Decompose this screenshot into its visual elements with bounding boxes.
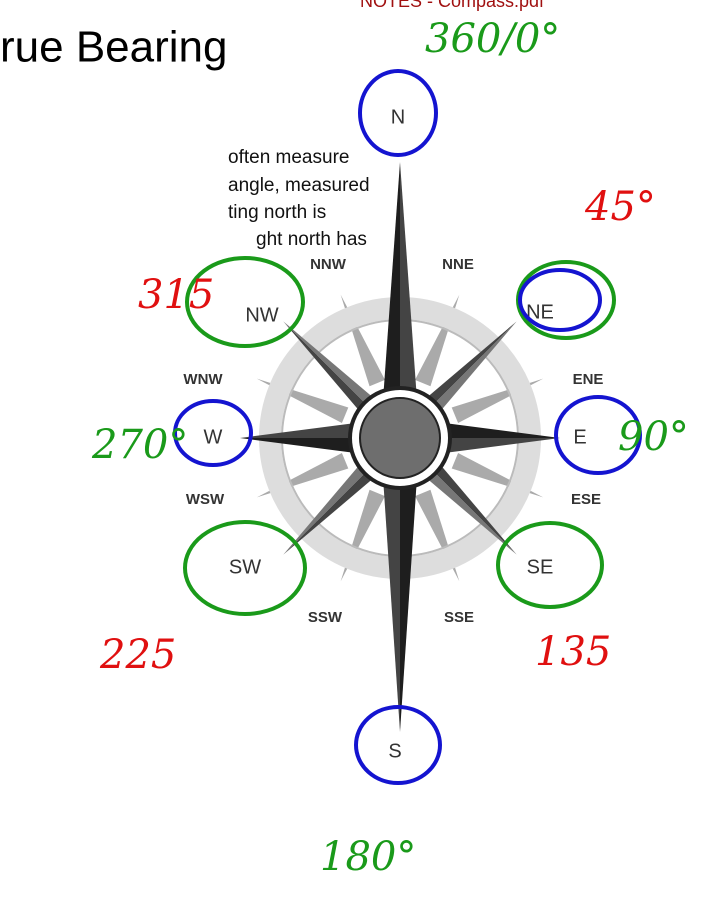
direction-label: WSW [186, 491, 225, 508]
annotation: 135 [535, 629, 611, 675]
annotation: 270° [91, 422, 188, 468]
direction-label: WNW [183, 371, 223, 388]
direction-label: N [391, 106, 405, 128]
paragraph-line: ght north has [256, 229, 367, 250]
paragraph-line: often measure [228, 147, 349, 168]
direction-label: NW [245, 304, 278, 326]
paragraph: often measure angle, measured ting north… [228, 147, 370, 250]
annotation: 360/0° [425, 16, 560, 62]
direction-label: SSW [308, 609, 343, 626]
paragraph-line: angle, measured [228, 175, 370, 196]
annotation: 90° [618, 414, 689, 460]
direction-label: SW [229, 556, 261, 578]
annotation: 180° [320, 834, 416, 880]
direction-label: W [204, 426, 223, 448]
direction-label: NNE [442, 256, 474, 273]
hub [360, 398, 440, 478]
annotation: 225 [99, 632, 176, 678]
annotation: 45° [584, 184, 656, 230]
direction-label: SE [527, 556, 554, 578]
direction-label: SSE [444, 609, 474, 626]
direction-label: E [573, 426, 586, 448]
file-label: NOTES - Compass.pdf [360, 0, 545, 11]
annotation: 315 [138, 272, 214, 318]
title: rue Bearing [0, 23, 227, 72]
hand-circle [520, 270, 600, 330]
direction-label: NNW [310, 256, 347, 273]
page: rue Bearing NOTES - Compass.pdf often me… [0, 0, 709, 900]
direction-label: ESE [571, 491, 601, 508]
direction-label: ENE [573, 371, 604, 388]
direction-label: S [388, 740, 401, 762]
paragraph-line: ting north is [228, 202, 326, 223]
